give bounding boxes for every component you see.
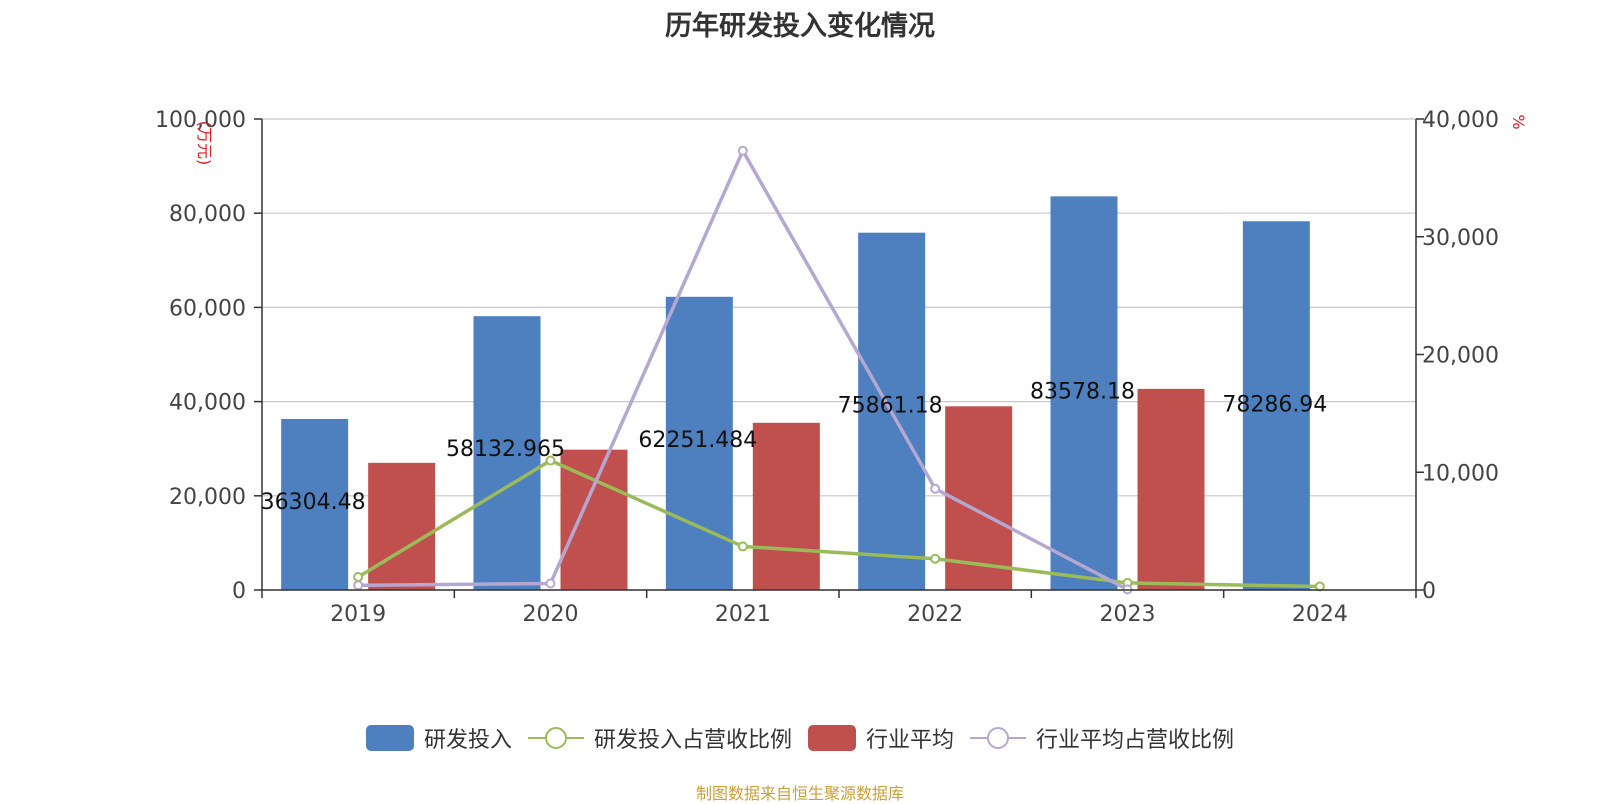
right-tick-label: 20,000 [1422,344,1499,369]
legend-swatch-industry-ratio [970,727,1027,749]
point-industry-ratio [737,145,748,156]
legend-item-industry[interactable]: 行业平均 [808,722,954,754]
bar-industry-average [1137,388,1205,590]
bar-rd-investment [665,296,733,590]
legend-item-rd[interactable]: 研发投入 [365,722,512,754]
bar-rd-investment [1242,221,1310,591]
point-industry-ratio [930,483,941,494]
x-tick-label: 2019 [330,602,386,627]
x-tick-label: 2024 [1292,602,1348,627]
bar-data-label: 83578.18 [1030,379,1135,404]
legend-swatch-rd [365,725,414,751]
legend-item-rd-ratio[interactable]: 研发投入占营收比例 [527,722,792,754]
bar-industry-average [368,462,436,590]
left-axis-unit: (万元) [195,121,214,166]
bar-industry-average [752,422,820,590]
point-rd-ratio [930,553,941,564]
bar-rd-investment [473,316,541,590]
legend-label-rd-ratio: 研发投入占营收比例 [593,728,792,753]
bar-data-label: 58132.965 [446,437,565,462]
legend-label-rd: 研发投入 [423,728,512,753]
x-tick-label: 2020 [523,602,579,627]
bar-rd-investment [281,419,349,590]
legend-label-industry: 行业平均 [866,728,955,753]
bar-data-label: 62251.484 [638,428,757,453]
legend-item-industry-ratio[interactable]: 行业平均占营收比例 [970,722,1234,754]
bar-industry-average [560,449,628,590]
right-tick-label: 40,000 [1422,108,1499,133]
left-tick-label: 80,000 [169,202,246,227]
x-tick-label: 2021 [715,602,771,627]
bar-data-label: 78286.94 [1222,392,1327,417]
legend: 研发投入 研发投入占营收比例 行业平均 行业平均占营收比例 [0,722,1600,754]
source-note: 制图数据来自恒生聚源数据库 [695,784,904,803]
left-tick-label: 60,000 [169,296,246,321]
left-tick-label: 0 [232,579,246,604]
point-rd-ratio [353,572,364,583]
bar-rd-investment [1050,196,1118,590]
right-axis-unit: % [1509,114,1528,129]
x-tick-label: 2022 [907,602,963,627]
line-rd-ratio [357,458,1320,589]
right-tick-label: 10,000 [1422,461,1499,486]
point-industry-ratio [545,578,556,589]
bar-data-label: 36304.48 [261,490,366,515]
legend-label-industry-ratio: 行业平均占营收比例 [1036,728,1235,753]
legend-swatch-industry [808,725,856,751]
left-tick-label: 20,000 [169,485,246,510]
left-tick-label: 100,000 [155,108,246,133]
chart-title: 历年研发投入变化情况 [665,11,935,42]
point-rd-ratio [737,541,748,552]
legend-swatch-rd-ratio [527,727,584,749]
point-industry-ratio [353,580,364,591]
x-tick-label: 2023 [1100,602,1156,627]
left-tick-label: 40,000 [169,391,246,416]
right-tick-label: 0 [1422,579,1436,604]
right-tick-label: 30,000 [1422,226,1499,251]
bar-data-label: 75861.18 [838,394,943,419]
point-rd-ratio [545,455,556,466]
